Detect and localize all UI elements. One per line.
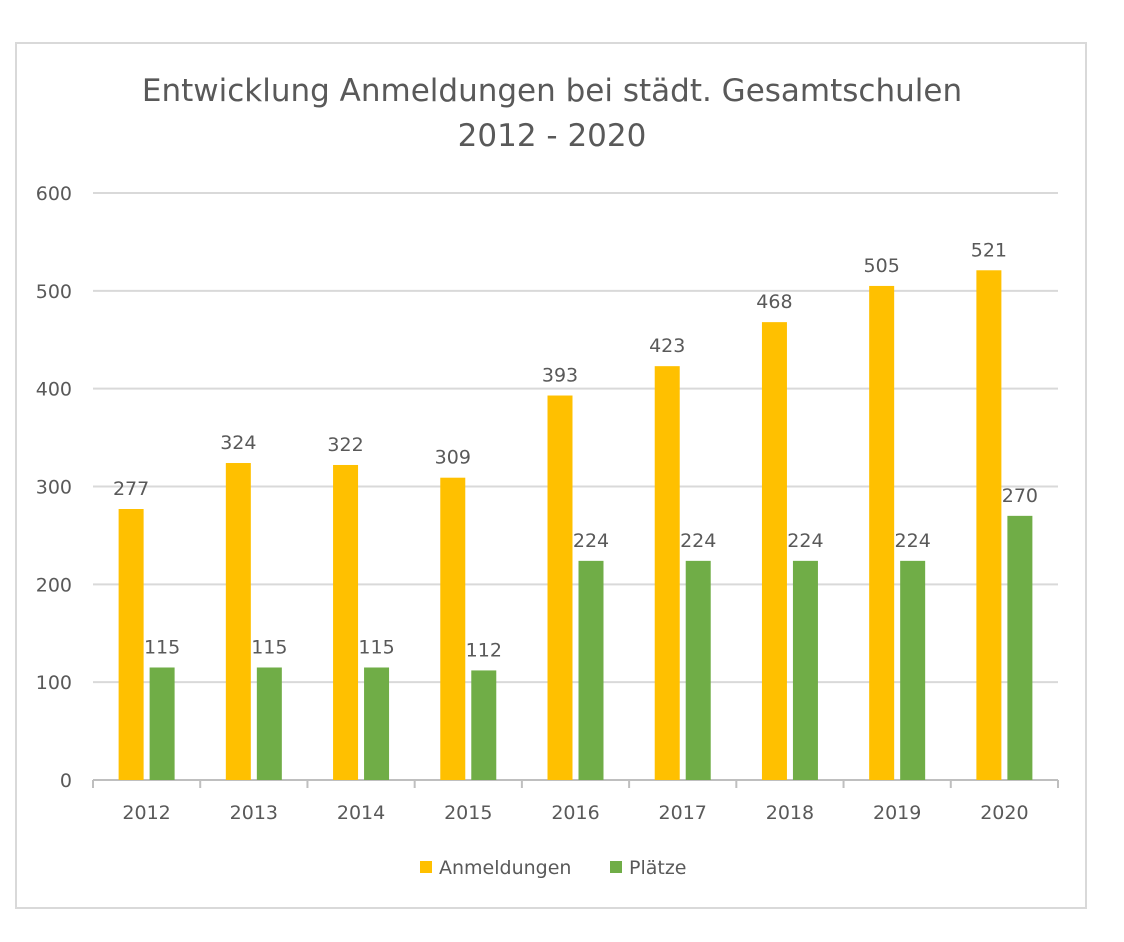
- bar-plätze: [256, 667, 282, 780]
- x-tick-label: 2016: [551, 802, 599, 824]
- bar-anmeldungen: [761, 322, 787, 780]
- y-tick-label: 0: [60, 770, 72, 792]
- data-label: 224: [895, 530, 931, 552]
- bar-plätze: [1007, 515, 1033, 780]
- data-label: 270: [1002, 485, 1038, 507]
- bar-anmeldungen: [976, 270, 1002, 780]
- data-label: 322: [327, 434, 363, 456]
- y-tick-label: 100: [36, 672, 72, 694]
- data-label: 468: [756, 291, 792, 313]
- bar-plätze: [900, 560, 926, 780]
- chart-title: Entwicklung Anmeldungen bei städt. Gesam…: [142, 73, 962, 109]
- data-label: 115: [144, 636, 180, 658]
- x-tick-label: 2017: [659, 802, 707, 824]
- x-tick-label: 2015: [444, 802, 492, 824]
- bar-anmeldungen: [118, 509, 144, 780]
- x-tick-label: 2014: [337, 802, 385, 824]
- bar-plätze: [364, 667, 390, 780]
- y-tick-label: 600: [36, 183, 72, 205]
- data-label: 112: [466, 639, 502, 661]
- data-label: 277: [113, 478, 149, 500]
- data-label: 309: [435, 447, 471, 469]
- data-label: 393: [542, 365, 578, 387]
- legend-swatch: [420, 861, 432, 873]
- data-label: 115: [251, 636, 287, 658]
- data-label: 521: [971, 239, 1007, 261]
- x-tick-label: 2018: [766, 802, 814, 824]
- bar-plätze: [471, 670, 497, 780]
- bar-anmeldungen: [654, 366, 680, 780]
- data-label: 324: [220, 432, 256, 454]
- bar-anmeldungen: [225, 463, 251, 780]
- y-tick-label: 200: [36, 574, 72, 596]
- bar-plätze: [578, 560, 604, 780]
- data-label: 224: [573, 530, 609, 552]
- bar-plätze: [685, 560, 711, 780]
- y-tick-label: 400: [36, 379, 72, 401]
- x-tick-label: 2012: [122, 802, 170, 824]
- bar-plätze: [149, 667, 175, 780]
- bar-anmeldungen: [869, 285, 895, 780]
- data-label: 505: [864, 255, 900, 277]
- legend-label: Anmeldungen: [439, 857, 571, 879]
- data-label: 224: [787, 530, 823, 552]
- bar-anmeldungen: [333, 464, 359, 780]
- y-tick-label: 300: [36, 477, 72, 499]
- data-label: 115: [358, 636, 394, 658]
- legend-swatch: [610, 861, 622, 873]
- x-tick-label: 2019: [873, 802, 921, 824]
- bar-anmeldungen: [440, 477, 466, 780]
- chart-subtitle: 2012 - 2020: [458, 118, 647, 154]
- data-label: 224: [680, 530, 716, 552]
- x-tick-label: 2020: [980, 802, 1028, 824]
- bar-anmeldungen: [547, 395, 573, 780]
- y-tick-label: 500: [36, 281, 72, 303]
- legend-label: Plätze: [629, 857, 687, 879]
- data-label: 423: [649, 335, 685, 357]
- x-tick-label: 2013: [230, 802, 278, 824]
- chart-frame: [15, 42, 1087, 909]
- bar-plätze: [792, 560, 818, 780]
